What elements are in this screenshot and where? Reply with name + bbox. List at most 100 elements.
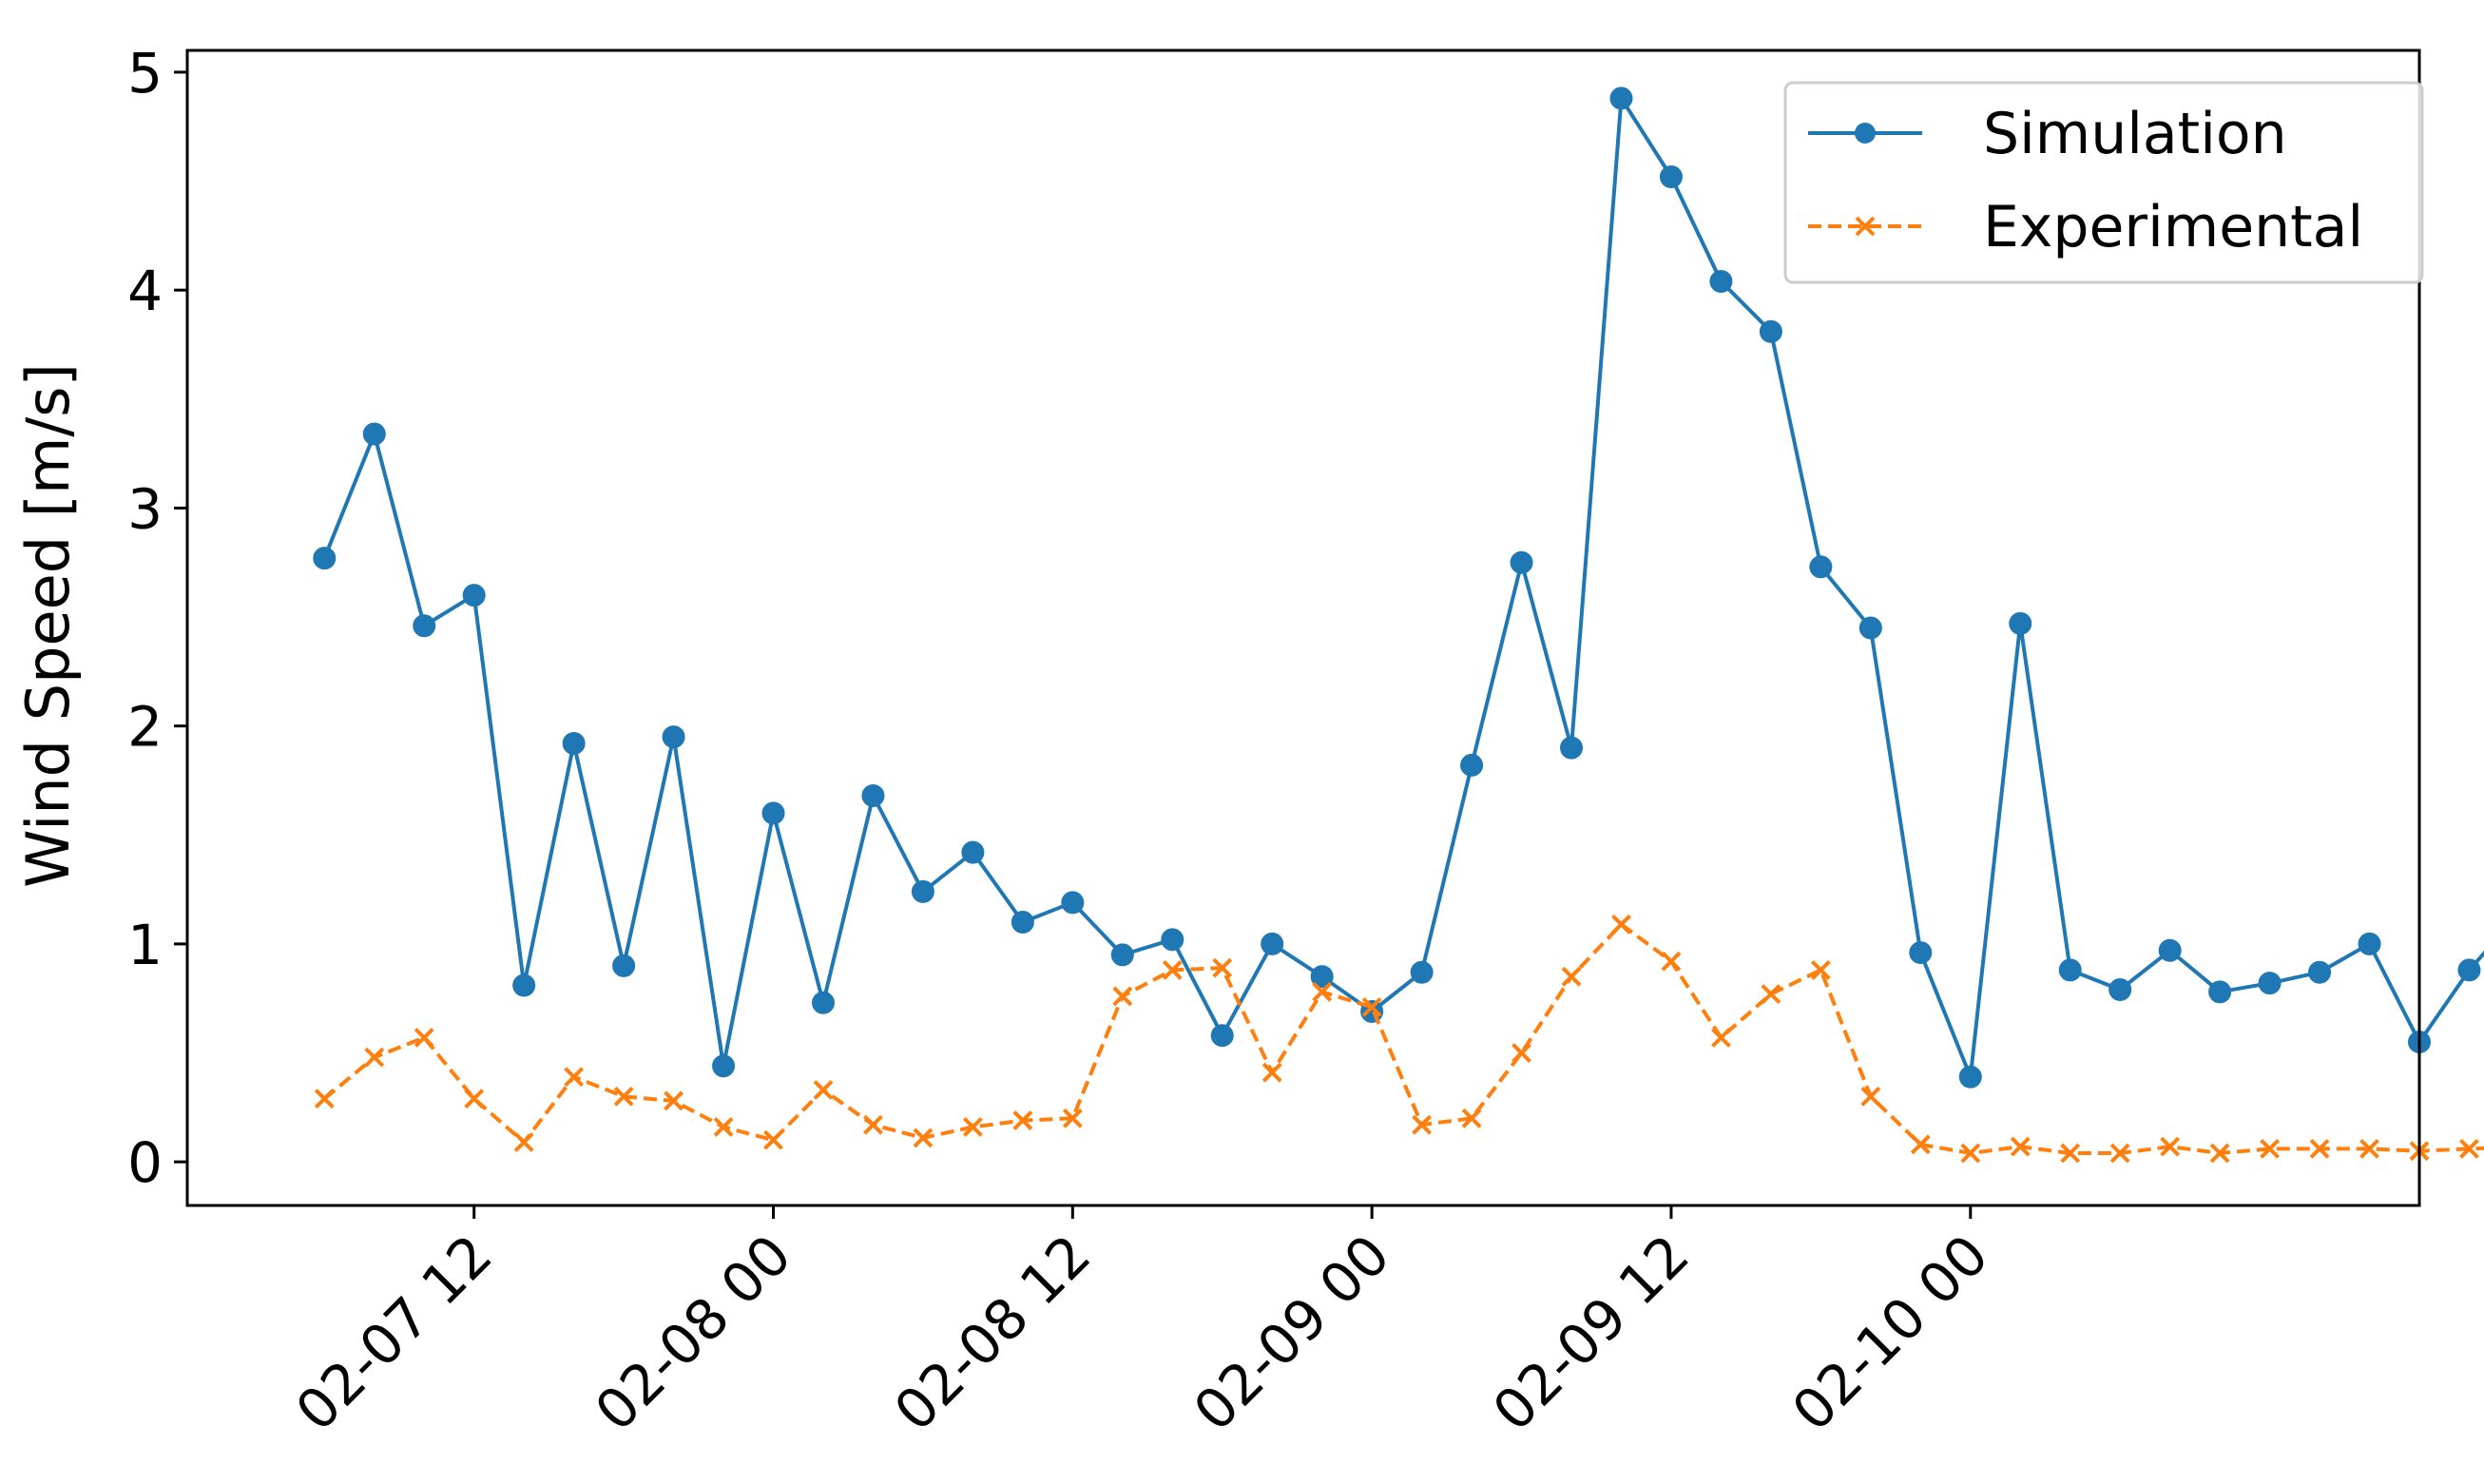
- simulation-point: [911, 879, 934, 903]
- experimental-point: [1561, 966, 1582, 987]
- experimental-point: [2309, 1138, 2330, 1159]
- simulation-point: [1709, 270, 1733, 293]
- simulation-point: [413, 614, 436, 638]
- legend-simulation-marker: [1855, 123, 1876, 144]
- simulation-point: [462, 584, 486, 607]
- simulation-point: [2258, 972, 2282, 995]
- simulation-point: [313, 547, 337, 570]
- experimental-point: [1412, 1114, 1433, 1135]
- experimental-point: [713, 1117, 734, 1137]
- simulation-point: [811, 991, 835, 1014]
- experimental-point: [1112, 986, 1133, 1007]
- experimental-point: [813, 1080, 834, 1100]
- legend-box: [1783, 81, 2424, 284]
- simulation-point: [1011, 910, 1034, 934]
- experimental-point: [2160, 1136, 2181, 1157]
- y-tick-label: 3: [127, 476, 163, 541]
- legend-simulation-label: Simulation: [1983, 101, 2287, 167]
- experimental-line: [323, 922, 2484, 1155]
- simulation-point: [1061, 891, 1085, 915]
- experimental-point: [613, 1086, 634, 1107]
- simulation-point: [562, 732, 586, 755]
- simulation-point: [662, 725, 685, 749]
- experimental-point: [1261, 1062, 1282, 1083]
- simulation-line: [322, 96, 2484, 1079]
- simulation-point: [1210, 1024, 1234, 1048]
- plot-area: [313, 87, 2484, 1164]
- experimental-point: [962, 1117, 983, 1137]
- experimental-point: [2260, 1138, 2281, 1159]
- experimental-point: [1461, 1108, 1482, 1128]
- simulation-point: [2158, 938, 2182, 962]
- experimental-point: [1910, 1134, 1931, 1155]
- experimental-point: [1960, 1143, 1981, 1164]
- y-tick-label: 0: [127, 1130, 163, 1195]
- experimental-point: [1312, 981, 1333, 1002]
- simulation-point: [1659, 164, 1683, 188]
- experimental-point: [564, 1067, 585, 1088]
- simulation-point: [1310, 965, 1334, 989]
- y-tick-label: 5: [127, 41, 163, 106]
- simulation-point: [512, 973, 536, 997]
- simulation-point: [961, 840, 985, 864]
- simulation-point: [1759, 319, 1782, 343]
- simulation-point: [1560, 736, 1584, 760]
- experimental-point: [1661, 951, 1682, 972]
- experimental-point: [513, 1132, 534, 1152]
- simulation-point: [2358, 932, 2381, 955]
- y-tick-label: 2: [127, 695, 163, 760]
- y-tick-label: 1: [127, 913, 163, 977]
- simulation-point: [1261, 932, 1284, 955]
- experimental-point: [863, 1114, 883, 1135]
- experimental-point: [2359, 1138, 2379, 1159]
- legend-experimental-marker: [1855, 216, 1876, 237]
- simulation-point: [1161, 928, 1184, 952]
- experimental-point: [2109, 1143, 2130, 1164]
- experimental-point: [1512, 1043, 1531, 1063]
- experimental-point: [2459, 1138, 2479, 1159]
- simulation-point: [1909, 941, 1933, 965]
- simulation-point: [712, 1054, 736, 1078]
- simulation-point: [2457, 958, 2481, 982]
- experimental-point: [2010, 1136, 2031, 1157]
- simulation-point: [2109, 978, 2132, 1002]
- simulation-point: [761, 801, 785, 825]
- experimental-point: [664, 1090, 684, 1111]
- experimental-point: [1012, 1110, 1033, 1131]
- y-axis-label: Wind Speed [m/s]: [13, 363, 83, 888]
- simulation-point: [1410, 960, 1434, 984]
- experimental-point: [1761, 984, 1781, 1005]
- experimental-point: [763, 1129, 783, 1150]
- simulation-point: [1510, 550, 1533, 574]
- experimental-point: [314, 1089, 335, 1109]
- simulation-point: [1809, 555, 1833, 579]
- simulation-point: [861, 784, 885, 808]
- experimental-point: [913, 1127, 934, 1148]
- simulation-point: [612, 954, 636, 977]
- y-tick-label: 4: [127, 259, 163, 323]
- simulation-point: [1958, 1065, 1982, 1089]
- experimental-point: [364, 1047, 385, 1068]
- experimental-point: [1711, 1028, 1731, 1048]
- experimental-point: [1162, 960, 1183, 980]
- experimental-point: [2060, 1143, 2081, 1164]
- simulation-point: [1858, 616, 1882, 640]
- experimental-point: [464, 1089, 485, 1109]
- experimental-point: [1361, 996, 1382, 1017]
- simulation-point: [1460, 753, 1484, 777]
- simulation-point: [2308, 960, 2332, 984]
- simulation-point: [362, 422, 386, 446]
- legend: Simulation Experimental: [1783, 81, 2424, 284]
- experimental-point: [1212, 957, 1233, 978]
- simulation-point: [2058, 958, 2082, 982]
- simulation-point: [1609, 87, 1633, 110]
- experimental-point: [1062, 1108, 1083, 1128]
- simulation-point: [2208, 980, 2232, 1004]
- experimental-point: [1860, 1086, 1881, 1107]
- experimental-point: [1810, 960, 1831, 980]
- simulation-point: [1110, 943, 1134, 967]
- plot-frame: [185, 48, 2421, 1207]
- legend-experimental-label: Experimental: [1983, 194, 2363, 260]
- experimental-point: [1611, 914, 1631, 935]
